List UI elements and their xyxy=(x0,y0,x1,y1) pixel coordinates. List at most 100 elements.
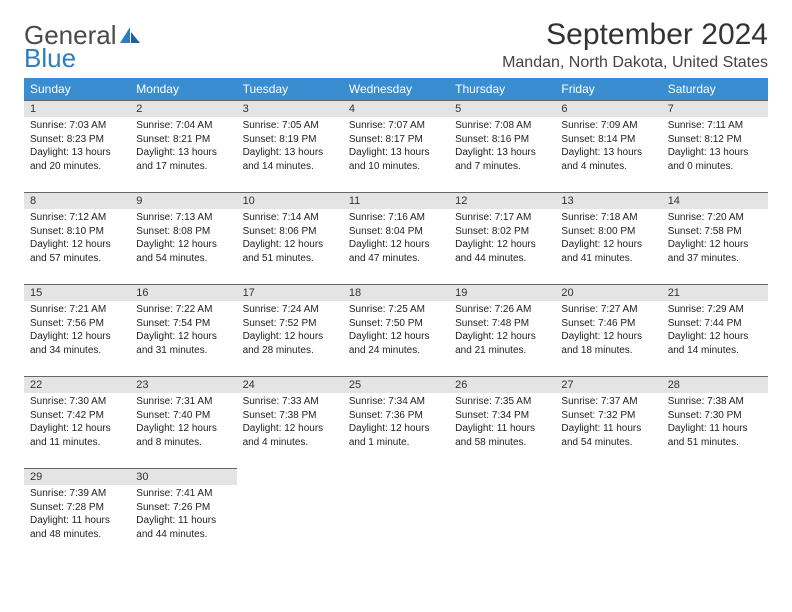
calendar-cell xyxy=(662,468,768,560)
calendar-cell xyxy=(449,468,555,560)
daylight-text: Daylight: 11 hours xyxy=(668,422,762,436)
daylight-text: and 10 minutes. xyxy=(349,160,443,174)
daylight-text: Daylight: 12 hours xyxy=(243,330,337,344)
day-number: 21 xyxy=(662,284,768,301)
day-body: Sunrise: 7:11 AMSunset: 8:12 PMDaylight:… xyxy=(662,117,768,175)
daylight-text: and 4 minutes. xyxy=(243,436,337,450)
sunset-text: Sunset: 8:08 PM xyxy=(136,225,230,239)
day-number: 4 xyxy=(343,100,449,117)
daylight-text: and 14 minutes. xyxy=(668,344,762,358)
day-number: 12 xyxy=(449,192,555,209)
sunrise-text: Sunrise: 7:25 AM xyxy=(349,303,443,317)
sunset-text: Sunset: 7:34 PM xyxy=(455,409,549,423)
sunset-text: Sunset: 8:16 PM xyxy=(455,133,549,147)
sunrise-text: Sunrise: 7:30 AM xyxy=(30,395,124,409)
sunrise-text: Sunrise: 7:07 AM xyxy=(349,119,443,133)
daylight-text: Daylight: 13 hours xyxy=(455,146,549,160)
calendar-cell xyxy=(343,468,449,560)
sunrise-text: Sunrise: 7:09 AM xyxy=(561,119,655,133)
daylight-text: Daylight: 12 hours xyxy=(30,422,124,436)
day-body: Sunrise: 7:30 AMSunset: 7:42 PMDaylight:… xyxy=(24,393,130,451)
day-number: 1 xyxy=(24,100,130,117)
calendar-cell: 8Sunrise: 7:12 AMSunset: 8:10 PMDaylight… xyxy=(24,192,130,284)
sunset-text: Sunset: 7:40 PM xyxy=(136,409,230,423)
daylight-text: Daylight: 12 hours xyxy=(243,238,337,252)
sunrise-text: Sunrise: 7:38 AM xyxy=(668,395,762,409)
sunrise-text: Sunrise: 7:35 AM xyxy=(455,395,549,409)
daylight-text: and 31 minutes. xyxy=(136,344,230,358)
logo-text: GeneralBlue xyxy=(24,24,141,71)
day-number: 24 xyxy=(237,376,343,393)
calendar-cell: 2Sunrise: 7:04 AMSunset: 8:21 PMDaylight… xyxy=(130,100,236,192)
day-number: 28 xyxy=(662,376,768,393)
day-body: Sunrise: 7:35 AMSunset: 7:34 PMDaylight:… xyxy=(449,393,555,451)
daylight-text: and 51 minutes. xyxy=(668,436,762,450)
logo-sail-icon xyxy=(119,24,141,47)
daylight-text: and 54 minutes. xyxy=(561,436,655,450)
calendar-cell: 22Sunrise: 7:30 AMSunset: 7:42 PMDayligh… xyxy=(24,376,130,468)
day-body: Sunrise: 7:37 AMSunset: 7:32 PMDaylight:… xyxy=(555,393,661,451)
daylight-text: Daylight: 13 hours xyxy=(668,146,762,160)
day-number: 11 xyxy=(343,192,449,209)
day-number: 10 xyxy=(237,192,343,209)
daylight-text: Daylight: 12 hours xyxy=(668,330,762,344)
calendar-cell: 23Sunrise: 7:31 AMSunset: 7:40 PMDayligh… xyxy=(130,376,236,468)
day-number: 2 xyxy=(130,100,236,117)
calendar-cell: 18Sunrise: 7:25 AMSunset: 7:50 PMDayligh… xyxy=(343,284,449,376)
sunrise-text: Sunrise: 7:27 AM xyxy=(561,303,655,317)
sunset-text: Sunset: 8:02 PM xyxy=(455,225,549,239)
day-number: 18 xyxy=(343,284,449,301)
sunrise-text: Sunrise: 7:16 AM xyxy=(349,211,443,225)
calendar-cell: 29Sunrise: 7:39 AMSunset: 7:28 PMDayligh… xyxy=(24,468,130,560)
header: GeneralBlue September 2024 Mandan, North… xyxy=(24,18,768,72)
daylight-text: Daylight: 12 hours xyxy=(30,330,124,344)
day-body: Sunrise: 7:03 AMSunset: 8:23 PMDaylight:… xyxy=(24,117,130,175)
calendar-cell: 3Sunrise: 7:05 AMSunset: 8:19 PMDaylight… xyxy=(237,100,343,192)
calendar-cell: 20Sunrise: 7:27 AMSunset: 7:46 PMDayligh… xyxy=(555,284,661,376)
calendar-week-row: 8Sunrise: 7:12 AMSunset: 8:10 PMDaylight… xyxy=(24,192,768,284)
daylight-text: Daylight: 12 hours xyxy=(561,238,655,252)
sunrise-text: Sunrise: 7:18 AM xyxy=(561,211,655,225)
daylight-text: Daylight: 12 hours xyxy=(136,422,230,436)
calendar-cell: 9Sunrise: 7:13 AMSunset: 8:08 PMDaylight… xyxy=(130,192,236,284)
day-body: Sunrise: 7:24 AMSunset: 7:52 PMDaylight:… xyxy=(237,301,343,359)
day-body: Sunrise: 7:04 AMSunset: 8:21 PMDaylight:… xyxy=(130,117,236,175)
weekday-header: Sunday xyxy=(24,78,130,100)
daylight-text: Daylight: 13 hours xyxy=(349,146,443,160)
day-body: Sunrise: 7:13 AMSunset: 8:08 PMDaylight:… xyxy=(130,209,236,267)
day-number: 3 xyxy=(237,100,343,117)
sunrise-text: Sunrise: 7:34 AM xyxy=(349,395,443,409)
day-body: Sunrise: 7:22 AMSunset: 7:54 PMDaylight:… xyxy=(130,301,236,359)
daylight-text: and 58 minutes. xyxy=(455,436,549,450)
sunset-text: Sunset: 8:14 PM xyxy=(561,133,655,147)
sunset-text: Sunset: 7:56 PM xyxy=(30,317,124,331)
sunrise-text: Sunrise: 7:22 AM xyxy=(136,303,230,317)
day-body: Sunrise: 7:26 AMSunset: 7:48 PMDaylight:… xyxy=(449,301,555,359)
daylight-text: Daylight: 12 hours xyxy=(455,330,549,344)
calendar-week-row: 15Sunrise: 7:21 AMSunset: 7:56 PMDayligh… xyxy=(24,284,768,376)
daylight-text: and 1 minute. xyxy=(349,436,443,450)
sunset-text: Sunset: 7:36 PM xyxy=(349,409,443,423)
daylight-text: Daylight: 13 hours xyxy=(30,146,124,160)
daylight-text: and 34 minutes. xyxy=(30,344,124,358)
day-number: 30 xyxy=(130,468,236,485)
daylight-text: Daylight: 13 hours xyxy=(561,146,655,160)
calendar-cell: 28Sunrise: 7:38 AMSunset: 7:30 PMDayligh… xyxy=(662,376,768,468)
daylight-text: Daylight: 12 hours xyxy=(136,238,230,252)
calendar-week-row: 1Sunrise: 7:03 AMSunset: 8:23 PMDaylight… xyxy=(24,100,768,192)
day-body: Sunrise: 7:27 AMSunset: 7:46 PMDaylight:… xyxy=(555,301,661,359)
sunset-text: Sunset: 7:44 PM xyxy=(668,317,762,331)
sunrise-text: Sunrise: 7:29 AM xyxy=(668,303,762,317)
daylight-text: Daylight: 11 hours xyxy=(455,422,549,436)
sunset-text: Sunset: 8:12 PM xyxy=(668,133,762,147)
day-number: 13 xyxy=(555,192,661,209)
title-block: September 2024 Mandan, North Dakota, Uni… xyxy=(502,18,768,72)
daylight-text: and 48 minutes. xyxy=(30,528,124,542)
daylight-text: and 21 minutes. xyxy=(455,344,549,358)
weekday-header: Thursday xyxy=(449,78,555,100)
daylight-text: and 28 minutes. xyxy=(243,344,337,358)
day-body: Sunrise: 7:31 AMSunset: 7:40 PMDaylight:… xyxy=(130,393,236,451)
day-body: Sunrise: 7:20 AMSunset: 7:58 PMDaylight:… xyxy=(662,209,768,267)
daylight-text: Daylight: 12 hours xyxy=(349,238,443,252)
calendar-cell xyxy=(237,468,343,560)
